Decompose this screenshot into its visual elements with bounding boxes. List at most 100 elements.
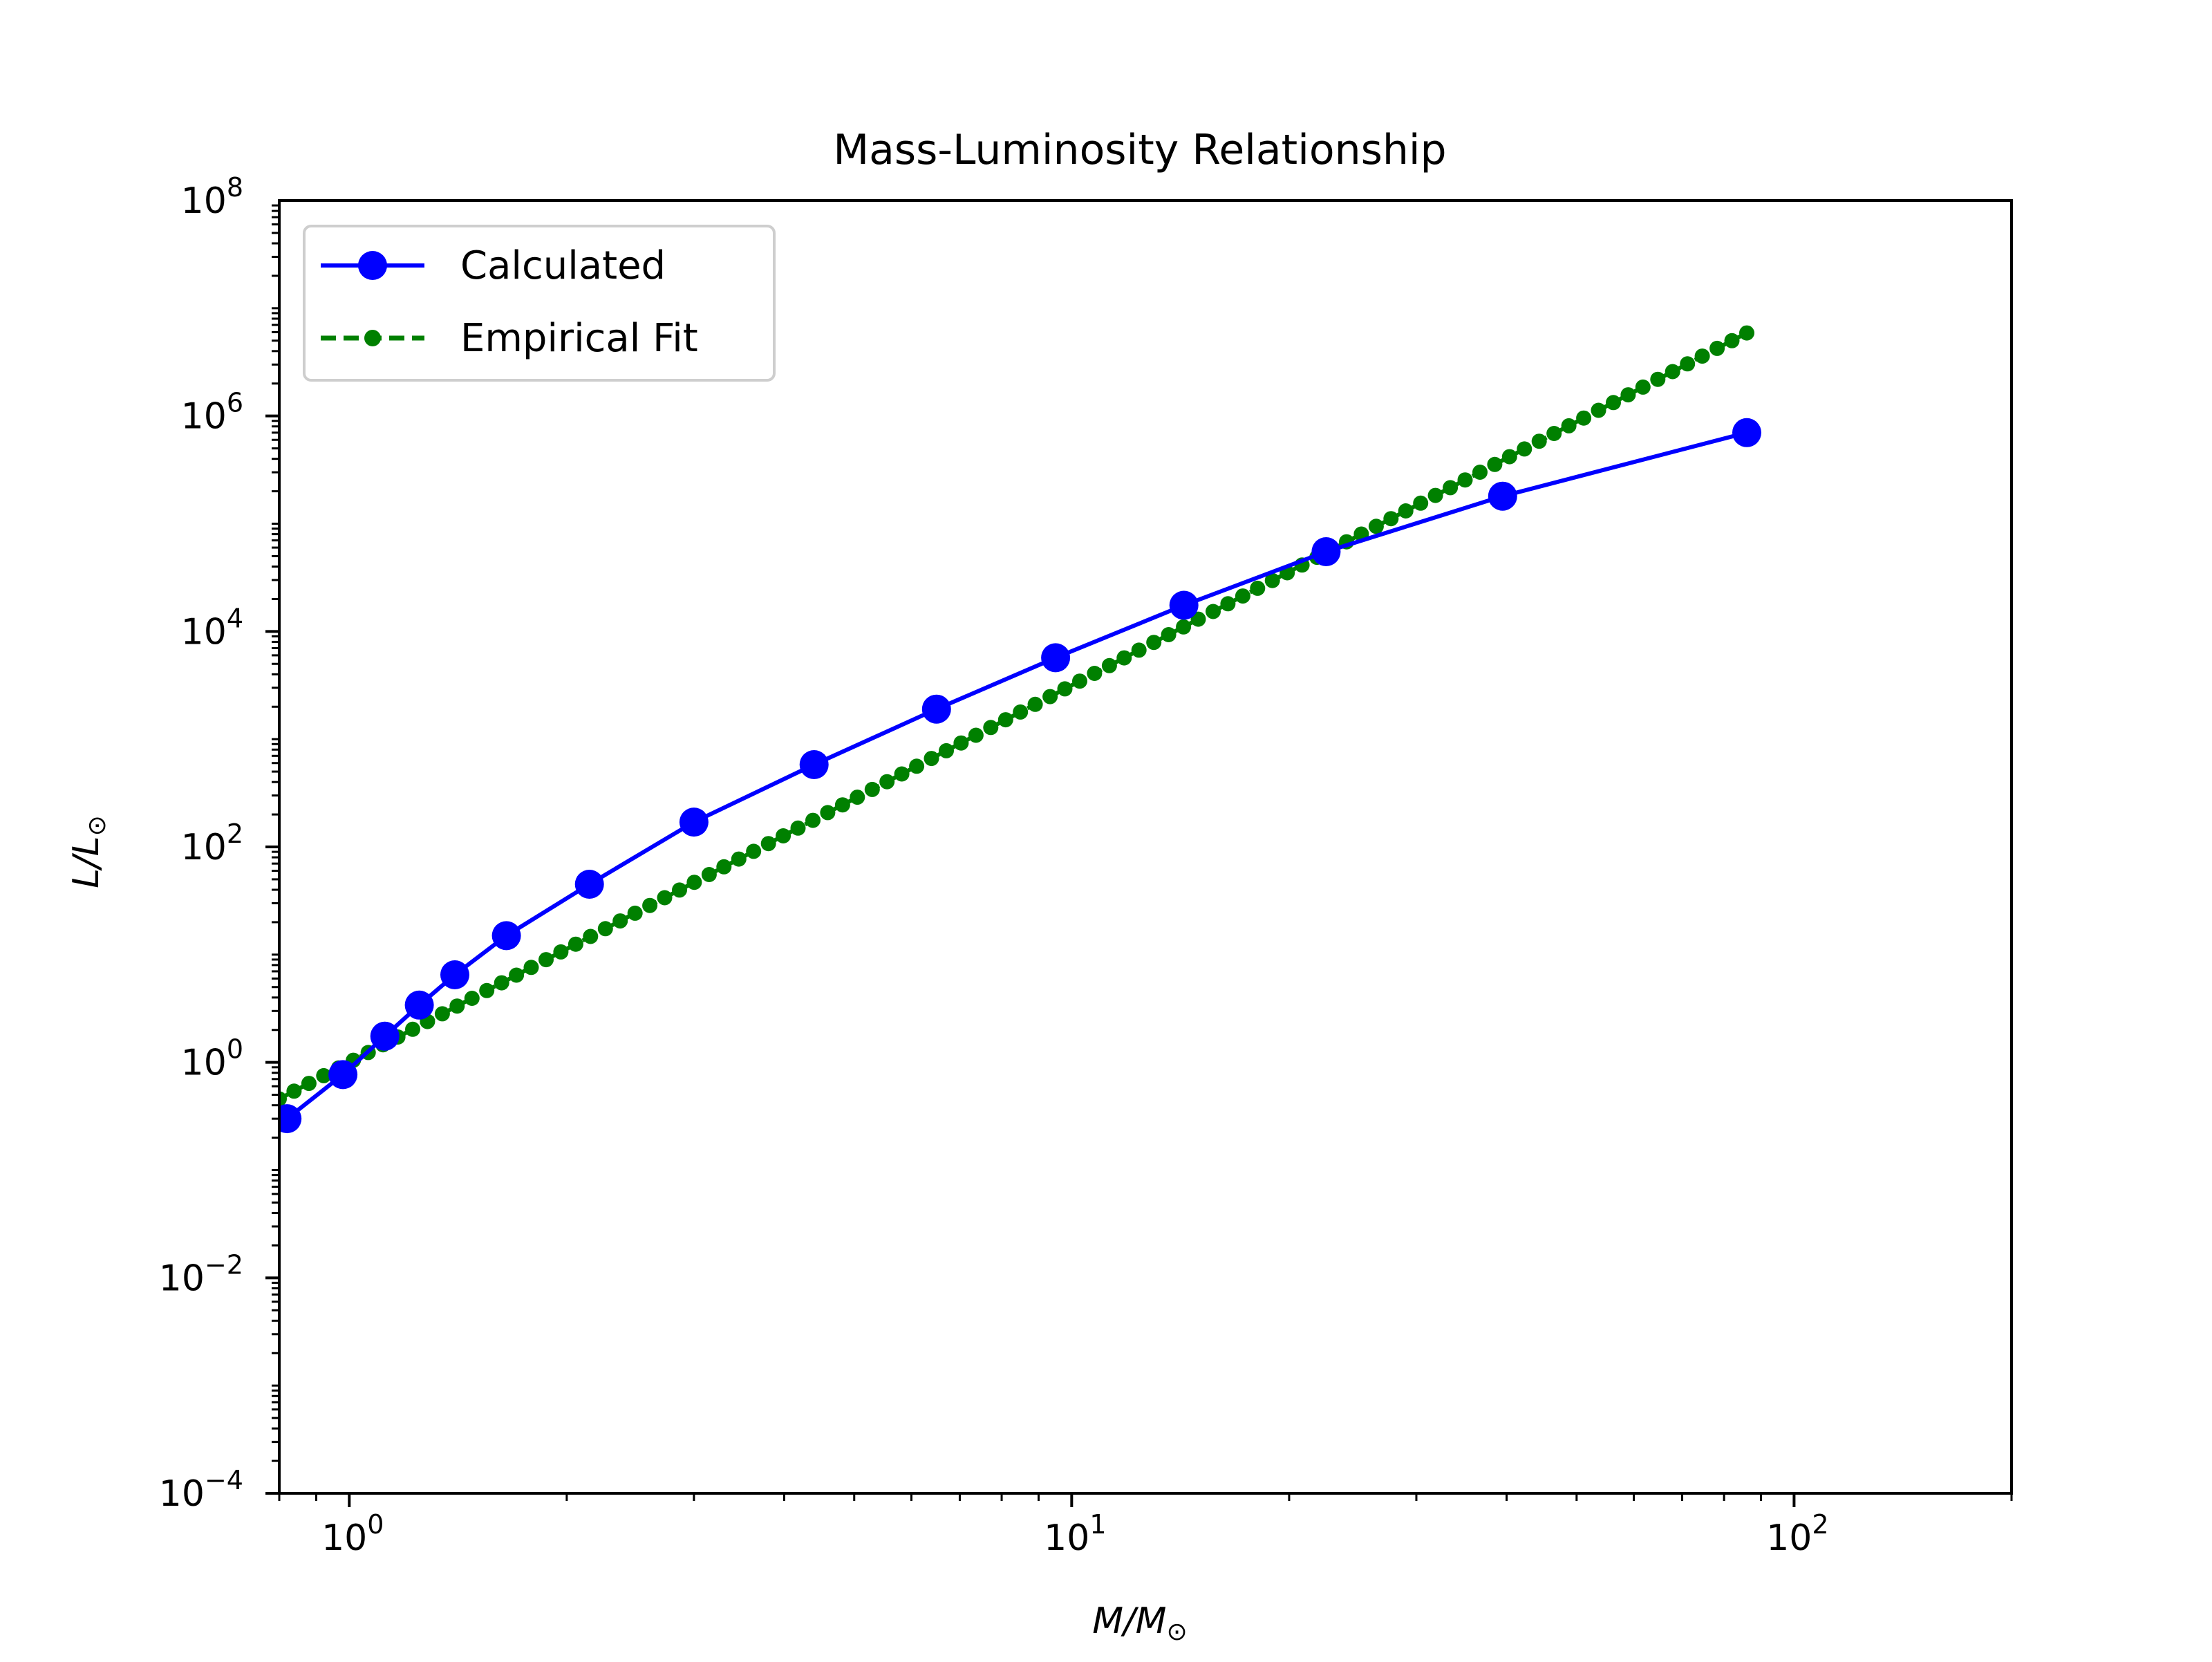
point-empirical-fit bbox=[834, 797, 850, 813]
point-calculated bbox=[328, 1060, 358, 1090]
legend: Calculated Empirical Fit bbox=[303, 225, 776, 382]
point-empirical-fit bbox=[805, 812, 821, 828]
point-empirical-fit bbox=[464, 991, 480, 1006]
y-axis-label-sub: ⊙ bbox=[83, 815, 111, 836]
x-tick-exp: 0 bbox=[367, 1509, 384, 1540]
point-empirical-fit bbox=[701, 867, 717, 882]
point-empirical-fit bbox=[894, 766, 910, 782]
point-empirical-fit bbox=[997, 712, 1013, 728]
y-tick-exp: −4 bbox=[205, 1465, 243, 1495]
point-empirical-fit bbox=[449, 998, 465, 1014]
y-tick-base: 10 bbox=[181, 396, 227, 438]
point-empirical-fit bbox=[1606, 395, 1621, 411]
point-empirical-fit bbox=[939, 743, 954, 758]
point-empirical-fit bbox=[1665, 364, 1680, 380]
y-tick-label: 10−4 bbox=[159, 1465, 243, 1515]
chart-title: Mass-Luminosity Relationship bbox=[833, 126, 1446, 174]
y-tick-base: 10 bbox=[181, 1043, 227, 1084]
point-empirical-fit bbox=[1546, 426, 1562, 441]
point-calculated bbox=[404, 990, 434, 1020]
point-empirical-fit bbox=[1042, 689, 1058, 704]
point-empirical-fit bbox=[1383, 511, 1399, 527]
point-empirical-fit bbox=[1013, 704, 1029, 720]
point-empirical-fit bbox=[1650, 371, 1666, 387]
point-empirical-fit bbox=[494, 975, 509, 991]
legend-label-empirical-fit: Empirical Fit bbox=[460, 316, 698, 361]
y-tick-label: 10−2 bbox=[159, 1249, 243, 1299]
series-layer bbox=[279, 325, 1761, 1134]
point-empirical-fit bbox=[879, 774, 895, 790]
point-empirical-fit bbox=[1206, 604, 1221, 619]
y-tick-exp: 6 bbox=[227, 388, 243, 418]
point-empirical-fit bbox=[1087, 666, 1103, 681]
point-empirical-fit bbox=[286, 1083, 302, 1099]
point-empirical-fit bbox=[1694, 348, 1710, 364]
y-tick-exp: 8 bbox=[227, 172, 243, 203]
point-empirical-fit bbox=[1190, 611, 1206, 627]
point-calculated bbox=[574, 870, 604, 899]
point-empirical-fit bbox=[479, 982, 495, 998]
y-tick-base: 10 bbox=[181, 827, 227, 868]
point-empirical-fit bbox=[1561, 418, 1577, 433]
point-empirical-fit bbox=[1724, 333, 1740, 348]
x-axis-label-main: M/M bbox=[1092, 1600, 1166, 1642]
point-empirical-fit bbox=[1709, 340, 1725, 356]
x-tick-label: 102 bbox=[1766, 1509, 1828, 1559]
y-tick-base: 10 bbox=[159, 1473, 205, 1515]
point-empirical-fit bbox=[568, 936, 583, 952]
point-empirical-fit bbox=[1398, 503, 1414, 519]
point-empirical-fit bbox=[1413, 495, 1429, 511]
x-tick-base: 10 bbox=[1044, 1518, 1089, 1559]
point-calculated bbox=[1169, 590, 1199, 620]
y-tick-base: 10 bbox=[181, 611, 227, 653]
point-empirical-fit bbox=[746, 843, 762, 859]
point-empirical-fit bbox=[672, 882, 687, 898]
point-empirical-fit bbox=[953, 735, 969, 751]
point-calculated bbox=[1041, 643, 1071, 673]
point-empirical-fit bbox=[657, 890, 673, 906]
point-empirical-fit bbox=[1146, 635, 1162, 651]
point-empirical-fit bbox=[523, 960, 539, 975]
point-empirical-fit bbox=[1250, 580, 1266, 596]
y-tick-exp: 4 bbox=[227, 603, 243, 633]
point-empirical-fit bbox=[1027, 696, 1043, 712]
point-empirical-fit bbox=[1443, 480, 1459, 496]
x-tick-label: 100 bbox=[321, 1509, 384, 1559]
point-empirical-fit bbox=[405, 1021, 420, 1037]
point-empirical-fit bbox=[301, 1076, 317, 1092]
y-tick-exp: 2 bbox=[227, 819, 243, 849]
point-empirical-fit bbox=[1457, 472, 1473, 488]
point-calculated bbox=[279, 1104, 302, 1134]
legend-label-calculated: Calculated bbox=[460, 243, 666, 288]
x-axis-label-sub: ⊙ bbox=[1167, 1618, 1188, 1646]
point-calculated bbox=[1732, 418, 1761, 447]
x-tick-base: 10 bbox=[1766, 1518, 1812, 1559]
point-empirical-fit bbox=[820, 805, 836, 821]
y-tick-label: 100 bbox=[181, 1034, 243, 1084]
point-empirical-fit bbox=[642, 897, 658, 913]
point-empirical-fit bbox=[1517, 441, 1533, 457]
point-empirical-fit bbox=[1620, 387, 1636, 403]
point-empirical-fit bbox=[850, 790, 865, 805]
x-axis-label: M/M⊙ bbox=[1092, 1600, 1187, 1646]
point-empirical-fit bbox=[1264, 572, 1280, 588]
y-tick-label: 106 bbox=[181, 388, 243, 438]
series-line-calculated bbox=[285, 430, 1747, 1121]
x-tick-exp: 2 bbox=[1812, 1509, 1828, 1540]
point-empirical-fit bbox=[1116, 650, 1132, 666]
point-empirical-fit bbox=[279, 1091, 287, 1107]
point-calculated bbox=[370, 1021, 400, 1051]
point-empirical-fit bbox=[553, 944, 569, 960]
point-empirical-fit bbox=[716, 859, 732, 875]
y-tick-base: 10 bbox=[159, 1258, 205, 1299]
point-empirical-fit bbox=[627, 905, 643, 921]
x-tick-base: 10 bbox=[321, 1518, 367, 1559]
legend-item-calculated: Calculated bbox=[321, 243, 666, 288]
series-line-empirical-fit bbox=[279, 330, 1748, 1101]
y-axis-label: L/L⊙ bbox=[66, 815, 111, 888]
point-empirical-fit bbox=[909, 758, 925, 774]
point-empirical-fit bbox=[612, 913, 628, 929]
point-empirical-fit bbox=[968, 727, 984, 743]
point-empirical-fit bbox=[538, 952, 554, 968]
